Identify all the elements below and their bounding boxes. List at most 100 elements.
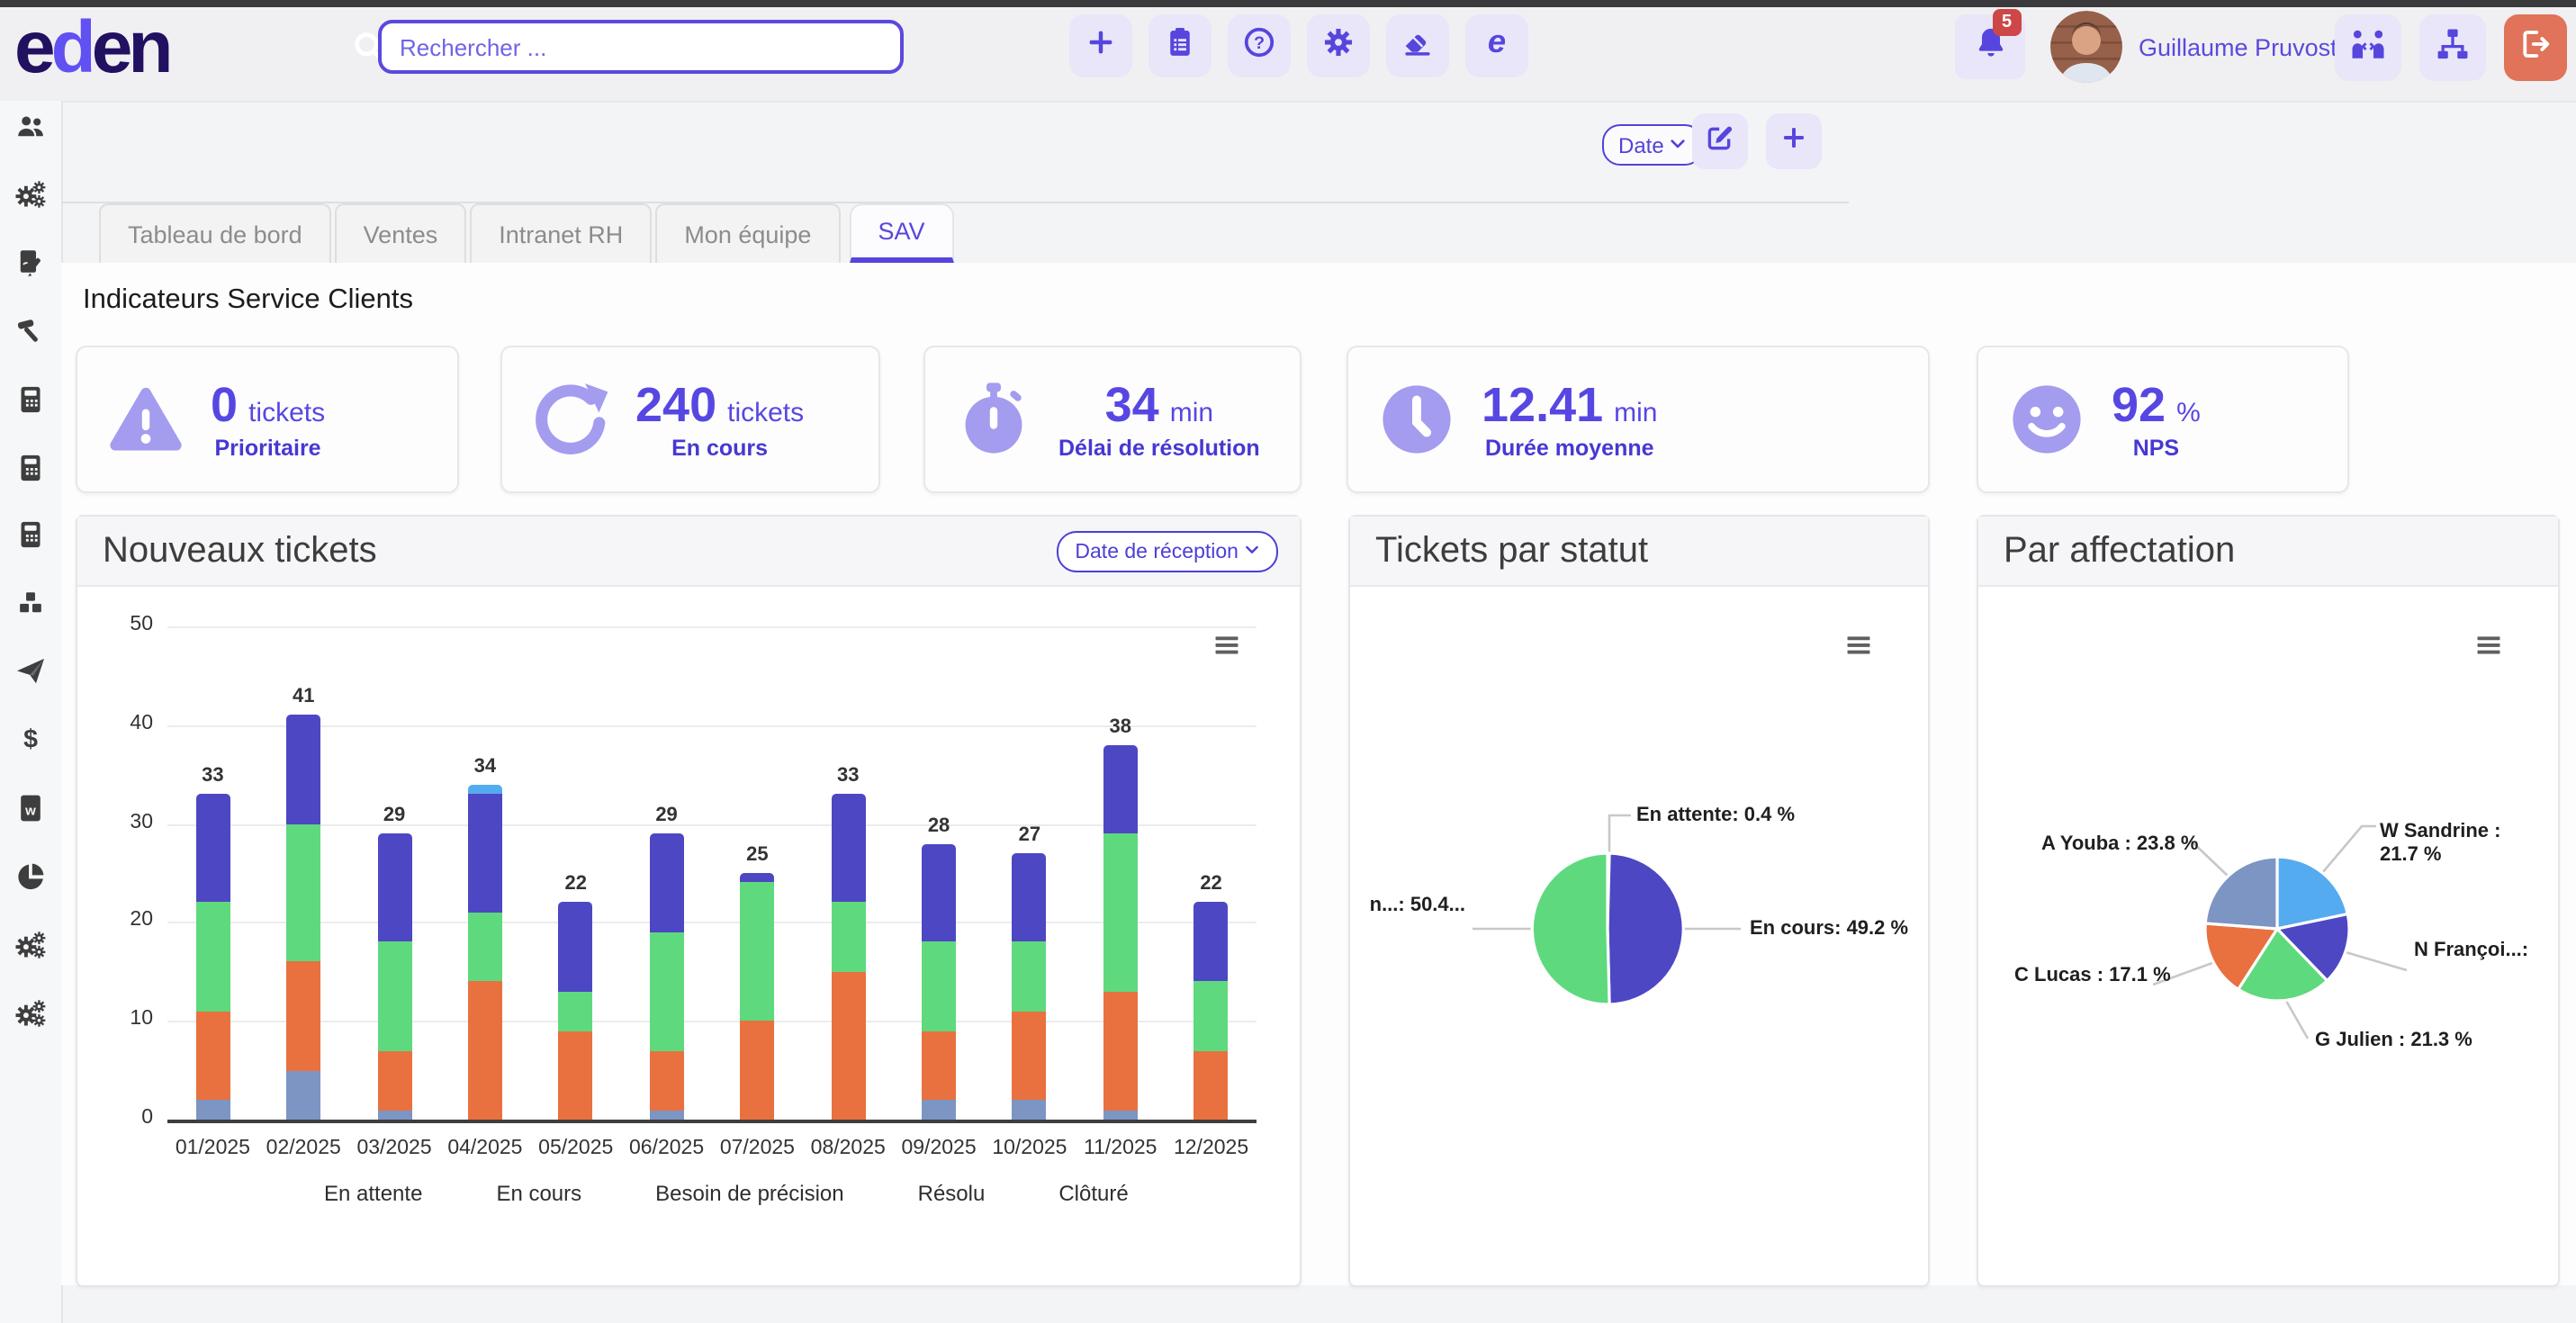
legend-item-en-attente[interactable]: En attente bbox=[293, 1181, 422, 1206]
bar-09/2025-Clôturé[interactable] bbox=[922, 1100, 956, 1120]
bar-09/2025-Résolu[interactable] bbox=[922, 1030, 956, 1100]
clipboard-button[interactable] bbox=[1148, 14, 1211, 77]
avatar[interactable] bbox=[2050, 11, 2122, 83]
sidebar-item-paper-plane[interactable] bbox=[13, 653, 49, 689]
sidebar-item-calculator[interactable] bbox=[13, 381, 49, 417]
pie-slice-besoin-de-précision[interactable] bbox=[1532, 853, 1609, 1004]
bar-03/2025-Clôturé[interactable] bbox=[377, 1110, 411, 1120]
edit-dashboard-button[interactable] bbox=[1692, 113, 1748, 169]
tab-ventes[interactable]: Ventes bbox=[335, 203, 467, 263]
tab-mon-équipe[interactable]: Mon équipe bbox=[655, 203, 840, 263]
bar-03/2025-Besoin de précision[interactable] bbox=[377, 942, 411, 1051]
sidebar-item-chart-pie[interactable] bbox=[13, 859, 49, 895]
sidebar-item-calculator[interactable] bbox=[13, 518, 49, 554]
bar-08/2025-En cours[interactable] bbox=[831, 794, 865, 903]
sidebar-item-users[interactable] bbox=[13, 108, 49, 144]
tab-intranet-rh[interactable]: Intranet RH bbox=[470, 203, 652, 263]
bar-05/2025-Résolu[interactable] bbox=[559, 1030, 593, 1120]
bar-12/2025-Résolu[interactable] bbox=[1194, 1050, 1229, 1120]
bar-11/2025-Besoin de précision[interactable] bbox=[1103, 833, 1138, 991]
bar-12/2025-En cours[interactable] bbox=[1194, 903, 1229, 982]
bar-05/2025-En cours[interactable] bbox=[559, 903, 593, 992]
bar-03/2025-Résolu[interactable] bbox=[377, 1050, 411, 1110]
add-widget-button[interactable] bbox=[1766, 113, 1822, 169]
bar-10/2025-En cours[interactable] bbox=[1013, 853, 1047, 942]
x-axis-tick: 02/2025 bbox=[258, 1138, 348, 1159]
sidebar-item-cubes[interactable] bbox=[13, 586, 49, 622]
bar-10/2025-Résolu[interactable] bbox=[1013, 1011, 1047, 1100]
bar-06/2025-Résolu[interactable] bbox=[650, 1050, 684, 1110]
notifications-button[interactable]: 5 bbox=[1955, 14, 2025, 79]
people-arrows-button[interactable] bbox=[2335, 14, 2401, 81]
bar-02/2025-Résolu[interactable] bbox=[286, 962, 320, 1071]
reception-date-dropdown[interactable]: Date de réception bbox=[1057, 531, 1278, 572]
pie-slice-a-youba[interactable] bbox=[2205, 857, 2277, 929]
y-axis-tick: 40 bbox=[88, 713, 153, 734]
sidebar-item-hammer[interactable] bbox=[13, 312, 49, 348]
bar-06/2025-Clôturé[interactable] bbox=[650, 1110, 684, 1120]
bar-01/2025-Clôturé[interactable] bbox=[195, 1100, 230, 1120]
bar-06/2025-En cours[interactable] bbox=[650, 833, 684, 932]
app-logo[interactable]: eden bbox=[14, 5, 168, 88]
plus-button[interactable] bbox=[1069, 14, 1132, 77]
bar-04/2025-Résolu[interactable] bbox=[468, 982, 502, 1120]
bar-07/2025-Résolu[interactable] bbox=[740, 1021, 774, 1120]
bar-11/2025-Clôturé[interactable] bbox=[1103, 1110, 1138, 1120]
bar-10/2025-Besoin de précision[interactable] bbox=[1013, 942, 1047, 1012]
sidebar-item-gears[interactable] bbox=[13, 994, 49, 1030]
sidebar-item-dollar[interactable]: $ bbox=[13, 722, 49, 758]
sidebar-item-file-word[interactable]: w bbox=[13, 790, 49, 826]
date-filter-dropdown[interactable]: Date bbox=[1602, 124, 1704, 166]
gear-button[interactable] bbox=[1307, 14, 1370, 77]
sidebar-item-gears[interactable] bbox=[13, 927, 49, 963]
legend-item-en-cours[interactable]: En cours bbox=[465, 1181, 581, 1206]
user-name[interactable]: Guillaume Pruvost bbox=[2139, 0, 2337, 94]
legend-item-besoin-de-précision[interactable]: Besoin de précision bbox=[625, 1181, 843, 1206]
bar-02/2025-Clôturé[interactable] bbox=[286, 1070, 320, 1120]
bar-total-label: 29 bbox=[631, 805, 703, 826]
bar-04/2025-Besoin de précision[interactable] bbox=[468, 913, 502, 982]
bar-06/2025-Besoin de précision[interactable] bbox=[650, 932, 684, 1051]
bar-08/2025-Besoin de précision[interactable] bbox=[831, 903, 865, 972]
pencil-square-icon bbox=[1705, 122, 1735, 161]
chart-menu-icon[interactable] bbox=[1211, 630, 1242, 661]
bar-07/2025-Besoin de précision[interactable] bbox=[740, 883, 774, 1021]
bar-01/2025-Besoin de précision[interactable] bbox=[195, 903, 230, 1012]
bar-01/2025-En cours[interactable] bbox=[195, 794, 230, 903]
sidebar-item-gears[interactable] bbox=[13, 176, 49, 212]
tab-sav[interactable]: SAV bbox=[849, 203, 953, 263]
bar-08/2025-Résolu[interactable] bbox=[831, 972, 865, 1120]
legend-item-clôturé[interactable]: Clôturé bbox=[1028, 1181, 1128, 1206]
question-button[interactable]: ? bbox=[1228, 14, 1291, 77]
bar-10/2025-Clôturé[interactable] bbox=[1013, 1100, 1047, 1120]
warning-icon bbox=[103, 376, 189, 463]
search-input[interactable] bbox=[378, 20, 904, 74]
bar-12/2025-Besoin de précision[interactable] bbox=[1194, 982, 1229, 1051]
bar-01/2025-Résolu[interactable] bbox=[195, 1011, 230, 1100]
eden-e-button[interactable]: e bbox=[1465, 14, 1528, 77]
bar-05/2025-Besoin de précision[interactable] bbox=[559, 992, 593, 1031]
svg-text:w: w bbox=[24, 804, 36, 819]
bar-04/2025-En cours[interactable] bbox=[468, 794, 502, 913]
bar-11/2025-Résolu[interactable] bbox=[1103, 992, 1138, 1111]
bar-07/2025-En cours[interactable] bbox=[740, 873, 774, 883]
pie-label-c-lucas: C Lucas : 17.1 % bbox=[2014, 965, 2171, 988]
bar-02/2025-En cours[interactable] bbox=[286, 716, 320, 824]
bar-04/2025-En attente[interactable] bbox=[468, 784, 502, 794]
sidebar-item-calculator[interactable] bbox=[13, 449, 49, 485]
dashboard-tabs: Tableau de bordVentesIntranet RHMon équi… bbox=[99, 203, 953, 263]
bar-09/2025-Besoin de précision[interactable] bbox=[922, 942, 956, 1031]
pie-slice-en-cours[interactable] bbox=[1608, 853, 1683, 1004]
bar-03/2025-En cours[interactable] bbox=[377, 833, 411, 942]
logout-button[interactable] bbox=[2504, 14, 2567, 81]
sidebar-item-file-signature[interactable] bbox=[13, 245, 49, 281]
eden-dashboard: eden ?e 5 Guillaume Pruvost $w Dat bbox=[0, 0, 2576, 1323]
tab-tableau-de-bord[interactable]: Tableau de bord bbox=[99, 203, 331, 263]
bar-09/2025-En cours[interactable] bbox=[922, 843, 956, 942]
eraser-button[interactable] bbox=[1386, 14, 1449, 77]
by-assignment-card: Par affectation W Sandrine : 21.7 % N Fr… bbox=[1977, 515, 2560, 1287]
legend-item-résolu[interactable]: Résolu bbox=[887, 1181, 986, 1206]
org-chart-button[interactable] bbox=[2419, 14, 2486, 81]
bar-11/2025-En cours[interactable] bbox=[1103, 745, 1138, 834]
bar-02/2025-Besoin de précision[interactable] bbox=[286, 824, 320, 961]
